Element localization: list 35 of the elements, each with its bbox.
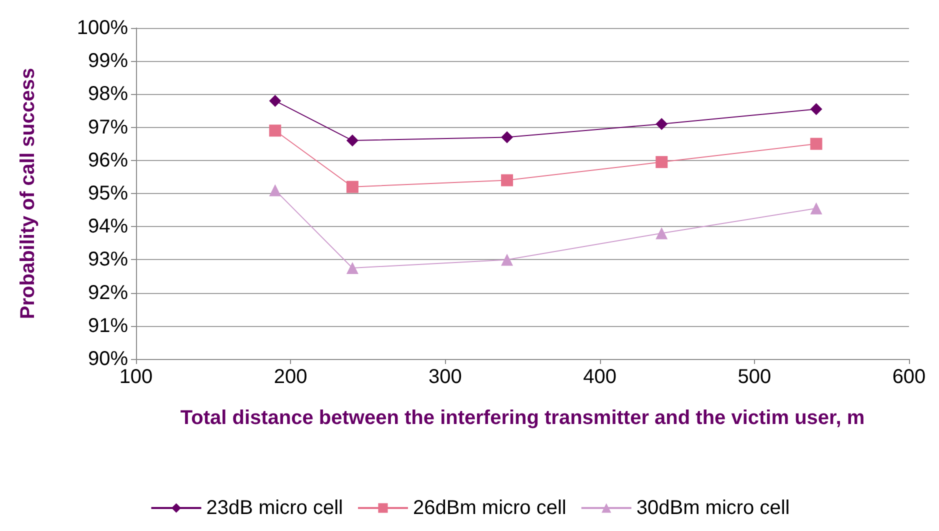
x-tick-label: 400 (583, 366, 616, 388)
point (346, 262, 358, 274)
y-tick-label: 97% (88, 116, 128, 138)
point (810, 202, 822, 214)
x-tick-label: 600 (892, 366, 926, 388)
point (656, 227, 668, 240)
point (269, 124, 282, 137)
point (501, 131, 514, 144)
point (269, 184, 282, 196)
point (656, 156, 668, 168)
point (810, 138, 822, 150)
y-axis-title: Probability of call success (17, 68, 39, 320)
legend-label: 26dBm micro cell (412, 497, 566, 519)
y-tick-label: 98% (88, 83, 128, 106)
y-tick-label: 94% (88, 216, 128, 238)
legend-label: 30dBm micro cell (636, 497, 790, 519)
point (656, 118, 668, 130)
point (346, 134, 358, 147)
y-tick-label: 99% (88, 50, 128, 72)
x-tick-label: 500 (738, 366, 772, 388)
y-tick-label: 92% (88, 282, 128, 304)
legend-label: 23dB micro cell (206, 497, 343, 519)
y-tick-label: 91% (88, 314, 128, 337)
point (810, 103, 822, 116)
point (346, 180, 358, 193)
y-tick-label: 95% (88, 182, 128, 204)
y-tick-label: 93% (88, 248, 128, 271)
x-tick-label: 300 (428, 366, 462, 388)
point (269, 94, 282, 107)
x-axis-title: Total distance between the interfering transmitter and the victim user, m (180, 407, 865, 429)
point (501, 254, 514, 266)
point (501, 174, 514, 186)
y-tick-label: 100% (76, 17, 128, 39)
y-tick-label: 96% (88, 149, 128, 172)
x-tick-label: 200 (274, 366, 308, 388)
